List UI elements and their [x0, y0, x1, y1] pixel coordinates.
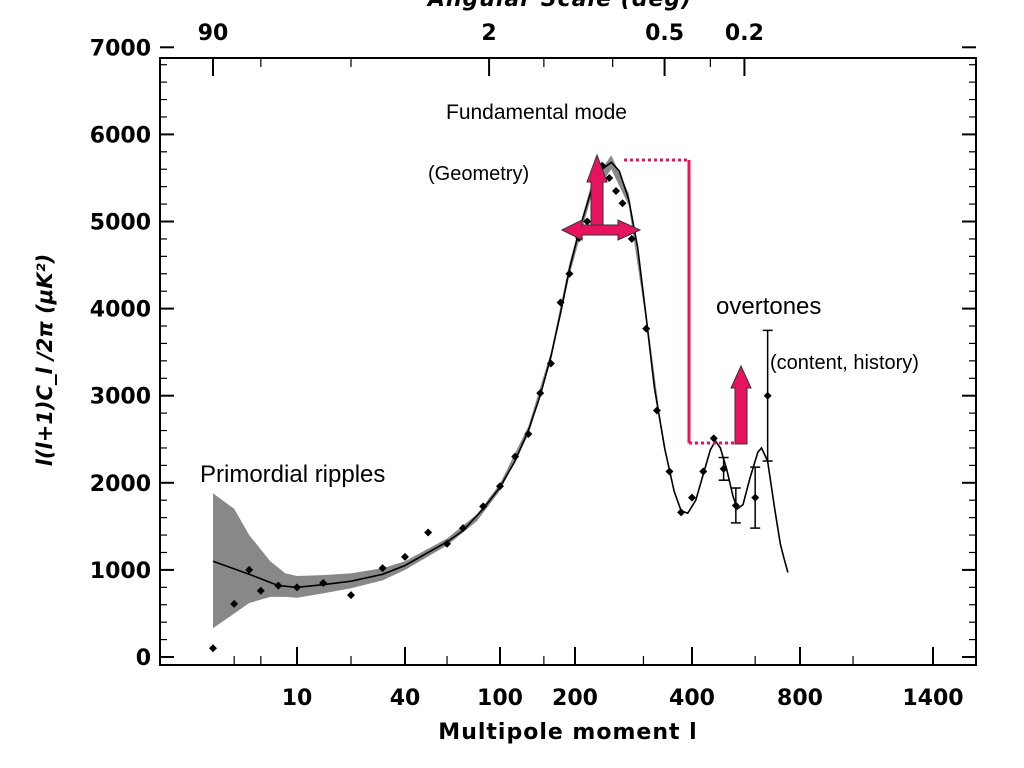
data-point [524, 430, 533, 439]
x2-tick-label: 2 [481, 21, 496, 46]
data-point [256, 586, 265, 595]
x-tick-label: 40 [390, 686, 421, 711]
data-point [378, 564, 387, 573]
data-point [612, 187, 621, 196]
x-tick-label: 100 [477, 686, 523, 711]
data-point [536, 389, 545, 398]
y-tick-label: 7000 [90, 36, 151, 61]
x2-tick-label: 0.2 [725, 21, 764, 46]
data-point [642, 324, 651, 333]
fundamental-mode-label: Fundamental mode [446, 101, 627, 124]
data-point [245, 565, 254, 574]
data-point [699, 467, 708, 476]
data-point [443, 539, 452, 548]
data-point [556, 298, 565, 307]
x-tick-label: 800 [777, 686, 823, 711]
x-tick-label: 400 [669, 686, 715, 711]
data-point [230, 599, 239, 608]
data-point [546, 359, 555, 368]
x2-axis-title: Angular Scale (deg) [426, 0, 692, 12]
error-band-layer [213, 155, 667, 629]
plot-frame-layer [159, 46, 977, 666]
data-point [751, 493, 760, 502]
data-point [583, 217, 592, 226]
data-point [347, 591, 355, 600]
content-history-label: (content, history) [770, 352, 919, 374]
data-point [319, 578, 328, 587]
data-point [709, 434, 718, 443]
y-tick-label: 4000 [90, 298, 151, 323]
data-point [401, 552, 409, 561]
primordial-ripples-label: Primordial ripples [200, 461, 386, 488]
y-axis-title: l(l+1)C_l /2π (μK²) [33, 254, 57, 467]
data-point [652, 406, 661, 415]
data-point [511, 452, 520, 461]
best-fit-model-curve [212, 161, 789, 589]
annotation-arrows-layer [560, 153, 752, 445]
data-point [605, 173, 614, 182]
overtone-arrow-up [730, 364, 752, 445]
data-point [665, 467, 674, 476]
data-point [479, 502, 488, 511]
x-tick-label: 200 [552, 686, 598, 711]
data-point [459, 524, 468, 533]
x-tick-label: 1400 [902, 686, 963, 711]
position-arrow-horizontal [560, 219, 642, 241]
x2-tick-label: 90 [198, 21, 229, 46]
data-point [719, 464, 728, 473]
data-point [565, 269, 574, 278]
geometry-label: (Geometry) [428, 163, 530, 185]
plot-frame [159, 57, 977, 666]
axis-text-layer: 0 1000 2000 3000 4000 5000 6000 7000 10 40 100 200 4… [33, 0, 964, 745]
data-point [677, 508, 686, 517]
data-point [496, 482, 504, 491]
amplitude-arrow-up [586, 153, 608, 231]
x2-tick-label: 0.5 [645, 21, 684, 46]
x-tick-label: 10 [282, 686, 313, 711]
y-tick-label: 0 [136, 646, 151, 671]
y-tick-label: 3000 [90, 385, 151, 410]
data-point [424, 528, 433, 537]
data-point [618, 199, 627, 208]
y-tick-label: 5000 [90, 211, 151, 236]
overtones-label: overtones [716, 293, 822, 320]
model-curve-layer [212, 161, 789, 589]
data-point [293, 583, 301, 592]
data-point [688, 493, 696, 502]
x-axis-title: Multipole moment l [438, 720, 697, 745]
y-tick-label: 6000 [90, 123, 151, 148]
y-tick-label: 1000 [90, 559, 151, 584]
data-point [763, 391, 772, 400]
cosmic-variance-band [213, 155, 667, 629]
data-point [731, 501, 740, 510]
data-point [209, 644, 217, 653]
data-point [627, 234, 636, 243]
y-tick-label: 2000 [90, 472, 151, 497]
data-point [274, 581, 283, 590]
